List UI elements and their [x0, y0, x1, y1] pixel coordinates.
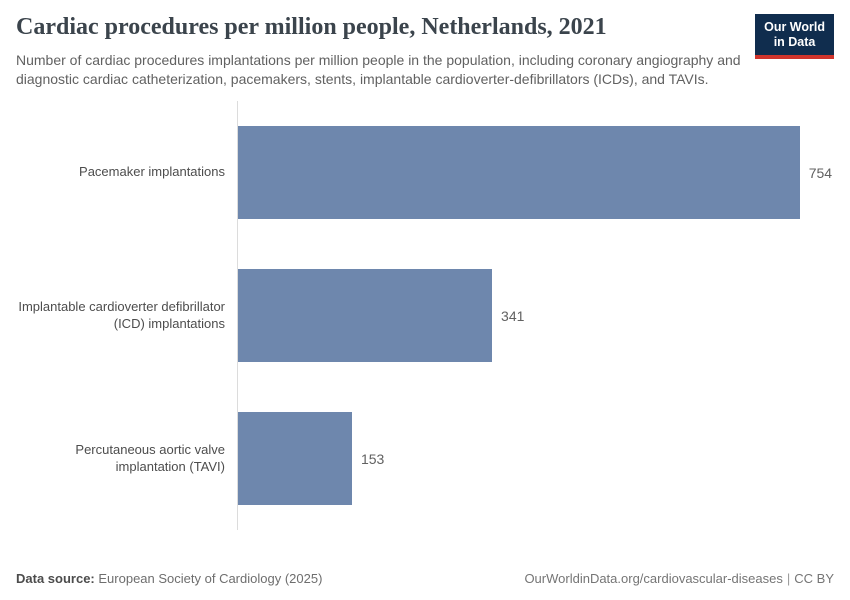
bar-track: 153: [237, 387, 834, 531]
owid-logo-line2: in Data: [773, 34, 816, 49]
bar-row: Pacemaker implantations 754: [16, 101, 834, 245]
owid-logo: Our World in Data: [755, 14, 834, 59]
data-source: Data source: European Society of Cardiol…: [16, 571, 322, 586]
bar[interactable]: [238, 412, 352, 506]
bar[interactable]: [238, 269, 493, 363]
bar-chart: Pacemaker implantations 754 Implantable ca…: [0, 101, 850, 571]
bar-category-label: Percutaneous aortic valve implantation (…: [75, 441, 225, 474]
header-text: Cardiac procedures per million people, N…: [16, 12, 741, 89]
bar-row: Percutaneous aortic valve implantation (…: [16, 387, 834, 531]
bar-plot: Pacemaker implantations 754 Implantable ca…: [16, 101, 834, 531]
bar-category-label: Pacemaker implantations: [79, 164, 225, 180]
bar-value-label: 341: [501, 307, 525, 324]
data-source-value: European Society of Cardiology (2025): [98, 571, 323, 586]
bar-category-label: Implantable cardioverter defibrillator (…: [18, 298, 225, 331]
bar-value-label: 754: [808, 164, 833, 181]
chart-footer: Data source: European Society of Cardiol…: [0, 571, 850, 600]
owid-url-link[interactable]: OurWorldinData.org/cardiovascular-diseas…: [524, 571, 783, 586]
owid-logo-line1: Our World: [764, 20, 825, 34]
bar-row: Implantable cardioverter defibrillator (…: [16, 244, 834, 388]
bar-track: 341: [237, 244, 834, 388]
data-source-label: Data source:: [16, 571, 95, 586]
chart-title: Cardiac procedures per million people, N…: [16, 14, 607, 40]
footer-right: OurWorldinData.org/cardiovascular-diseas…: [524, 571, 834, 586]
bar[interactable]: [238, 126, 800, 220]
license-link[interactable]: CC BY: [794, 571, 834, 586]
chart-subtitle: Number of cardiac procedures implantatio…: [16, 51, 741, 87]
chart-header: Cardiac procedures per million people, N…: [0, 0, 850, 89]
bar-track: 754: [237, 101, 834, 245]
footer-separator: |: [786, 571, 791, 586]
bar-value-label: 153: [360, 450, 385, 467]
